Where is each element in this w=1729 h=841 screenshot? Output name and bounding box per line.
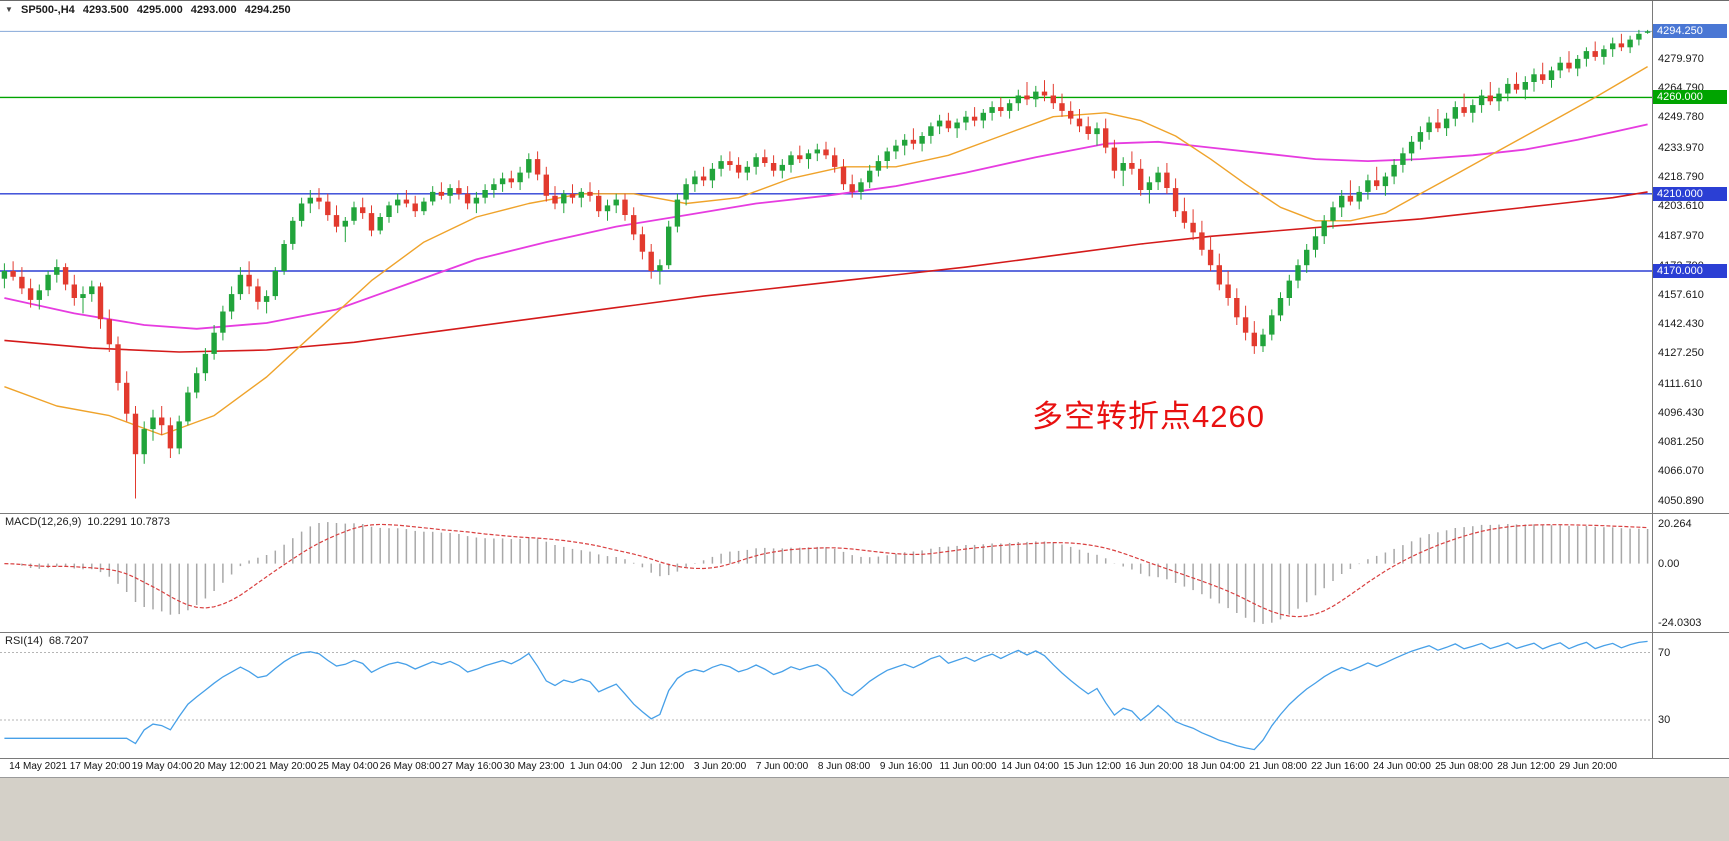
- macd-axis-min: -24.0303: [1658, 617, 1702, 629]
- time-axis-label: 3 Jun 20:00: [693, 761, 747, 772]
- price-axis-label: 4203.610: [1658, 200, 1704, 213]
- macd-signal-line: [4, 523, 1648, 618]
- macd-axis[interactable]: 20.264 0.00 -24.0303: [1652, 514, 1729, 632]
- time-axis-label: 29 Jun 20:00: [1559, 761, 1617, 772]
- rsi-line: [4, 640, 1648, 751]
- candles[interactable]: [1, 29, 1651, 499]
- rsi-value: 68.7207: [48, 635, 89, 647]
- rsi-pane: RSI(14) 68.7207 70 30: [0, 633, 1729, 759]
- time-axis-label: 16 Jun 20:00: [1125, 761, 1183, 772]
- ma-slow-red: [4, 191, 1648, 353]
- price-axis-label: 4218.790: [1658, 170, 1704, 183]
- ohlc-high: 4295.000: [136, 4, 183, 16]
- rsi-level-label: 70: [1658, 646, 1671, 659]
- time-axis-label: 25 Jun 08:00: [1435, 761, 1493, 772]
- rsi-label: RSI(14) 68.7207: [5, 635, 95, 647]
- time-axis-label: 11 Jun 00:00: [939, 761, 997, 772]
- macd-axis-max: 20.264: [1658, 518, 1692, 530]
- ohlc-low: 4293.000: [190, 4, 237, 16]
- window-bottom-strip: [0, 777, 1729, 841]
- current-price-badge: 4294.250: [1653, 24, 1727, 39]
- time-axis-label: 8 Jun 08:00: [817, 761, 871, 772]
- ohlc-open: 4293.500: [82, 4, 129, 16]
- time-axis-label: 14 May 2021: [9, 761, 67, 772]
- macd-name: MACD(12,26,9): [5, 516, 82, 528]
- price-axis-label: 4127.250: [1658, 347, 1704, 360]
- price-axis-label: 4233.970: [1658, 141, 1704, 154]
- price-axis-label: 4050.890: [1658, 494, 1704, 507]
- rsi-axis[interactable]: 70 30: [1652, 633, 1729, 758]
- ma-medium-magenta: [4, 123, 1648, 330]
- time-axis-label: 22 Jun 16:00: [1311, 761, 1369, 772]
- hline-price-badge: 4170.000: [1653, 263, 1727, 278]
- hline-price-badge: 4260.000: [1653, 90, 1727, 105]
- price-axis-label: 4096.430: [1658, 406, 1704, 419]
- time-axis-label: 2 Jun 12:00: [631, 761, 685, 772]
- time-axis-label: 21 May 20:00: [255, 761, 317, 772]
- time-axis-label: 28 Jun 12:00: [1497, 761, 1555, 772]
- price-axis-label: 4187.970: [1658, 230, 1704, 243]
- price-chart[interactable]: ▼ SP500-,H4 4293.500 4295.000 4293.000 4…: [0, 1, 1652, 513]
- time-axis-label: 14 Jun 04:00: [1001, 761, 1059, 772]
- price-pane: ▼ SP500-,H4 4293.500 4295.000 4293.000 4…: [0, 1, 1729, 514]
- macd-values: 10.2291 10.7873: [87, 516, 171, 528]
- chart-annotation: 多空转折点4260: [1032, 399, 1265, 434]
- time-axis-label: 17 May 20:00: [69, 761, 131, 772]
- time-axis-label: 20 May 12:00: [193, 761, 255, 772]
- macd-pane: MACD(12,26,9) 10.2291 10.7873 20.264 0.00 -…: [0, 514, 1729, 633]
- time-axis-label: 7 Jun 00:00: [755, 761, 809, 772]
- time-axis-label: 27 May 16:00: [441, 761, 503, 772]
- price-axis-label: 4249.780: [1658, 111, 1704, 124]
- ohlc-close: 4294.250: [244, 4, 291, 16]
- time-axis-label: 18 Jun 04:00: [1187, 761, 1245, 772]
- price-axis-label: 4279.970: [1658, 52, 1704, 65]
- price-axis[interactable]: 4279.970 4264.790 4249.780 4233.970 4218.790…: [1652, 1, 1729, 513]
- time-axis[interactable]: 14 May 2021 17 May 20:00 19 May 04:00 20 Ma…: [0, 759, 1729, 777]
- chart-shift-icon: ▼: [5, 5, 13, 14]
- macd-axis-zero: 0.00: [1658, 557, 1680, 570]
- price-axis-label: 4157.610: [1658, 288, 1704, 301]
- time-axis-label: 25 May 04:00: [317, 761, 379, 772]
- time-axis-label: 21 Jun 08:00: [1249, 761, 1307, 772]
- price-axis-label: 4081.250: [1658, 436, 1704, 449]
- price-axis-label: 4111.610: [1658, 377, 1703, 390]
- time-axis-label: 9 Jun 16:00: [879, 761, 933, 772]
- ma-fast-orange: [4, 65, 1648, 436]
- macd-histogram: [12, 522, 1649, 624]
- rsi-chart[interactable]: RSI(14) 68.7207: [0, 633, 1652, 758]
- time-axis-label: 19 May 04:00: [131, 761, 193, 772]
- price-axis-label: 4066.070: [1658, 465, 1704, 478]
- time-axis-label: 15 Jun 12:00: [1063, 761, 1121, 772]
- price-axis-label: 4142.430: [1658, 318, 1704, 331]
- chart-ohlc-readout: ▼ SP500-,H4 4293.500 4295.000 4293.000 4…: [5, 4, 296, 16]
- time-axis-label: 30 May 23:00: [503, 761, 565, 772]
- macd-label: MACD(12,26,9) 10.2291 10.7873: [5, 516, 176, 528]
- time-axis-label: 1 Jun 04:00: [569, 761, 623, 772]
- time-axis-label: 26 May 08:00: [379, 761, 441, 772]
- macd-chart[interactable]: MACD(12,26,9) 10.2291 10.7873: [0, 514, 1652, 632]
- time-axis-label: 24 Jun 00:00: [1373, 761, 1431, 772]
- hline-price-badge: 4210.000: [1653, 186, 1727, 201]
- symbol-period-label: SP500-,H4: [20, 4, 75, 16]
- rsi-level-label: 30: [1658, 714, 1671, 727]
- rsi-name: RSI(14): [5, 635, 43, 647]
